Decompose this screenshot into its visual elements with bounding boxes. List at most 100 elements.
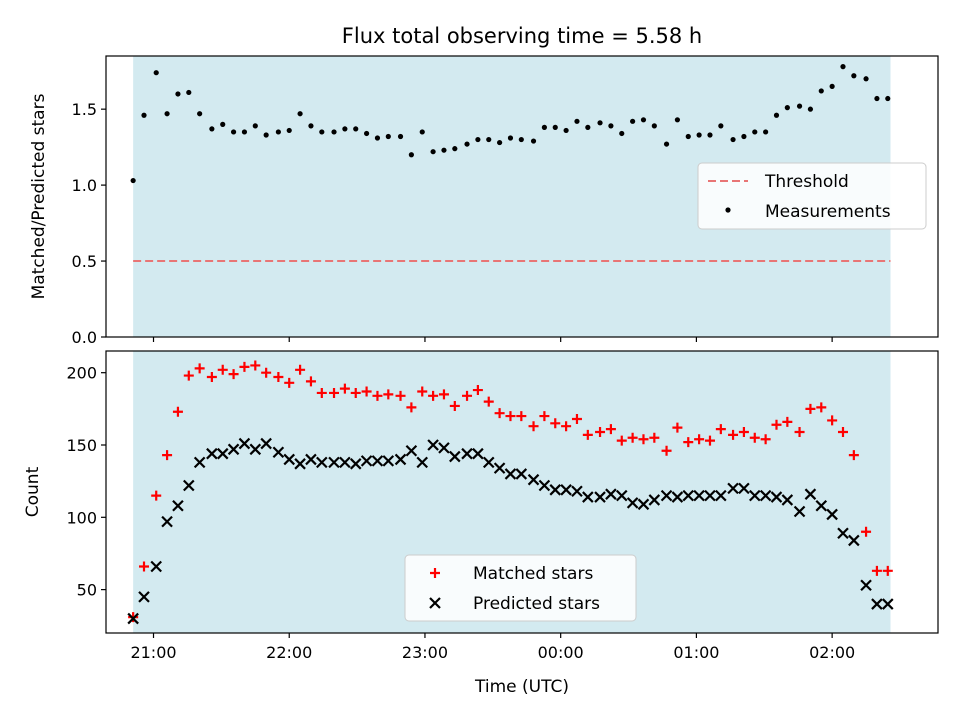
measurements-point	[486, 136, 492, 143]
measurements-point	[829, 83, 835, 89]
chart-title: Flux total observing time = 5.58 h	[342, 24, 702, 48]
measurements-point	[175, 91, 181, 97]
measurements-point	[186, 89, 192, 96]
matched-stars-point	[728, 429, 739, 440]
matched-stars-point	[771, 419, 782, 430]
predicted-stars-point	[349, 458, 362, 470]
predicted-stars-point	[472, 447, 484, 460]
matched-stars-point	[284, 377, 295, 388]
measurements-point	[807, 106, 814, 112]
matched-stars-point	[704, 435, 715, 446]
measurements-point	[464, 141, 470, 147]
predicted-stars-point	[538, 479, 551, 492]
matched-stars-point	[871, 565, 882, 576]
matched-stars-point	[539, 411, 550, 422]
matched-stars-point	[316, 387, 327, 398]
predicted-stars-point	[738, 482, 750, 495]
predicted-stars-point	[527, 473, 540, 486]
predicted-stars-point	[781, 494, 794, 506]
measurements-point	[441, 147, 447, 153]
predicted-stars-point	[660, 489, 673, 502]
measurements-point	[475, 136, 481, 143]
predicted-stars-point	[727, 482, 739, 495]
matched-stars-point	[494, 408, 505, 419]
matched-stars-point	[428, 390, 439, 401]
legend-measurements-label: Measurements	[765, 202, 891, 222]
measurements-point	[630, 118, 636, 124]
predicted-stars-point	[339, 456, 351, 469]
predicted-stars-point	[571, 485, 583, 498]
bottom-y-axis-label: Count	[23, 466, 43, 517]
predicted-stars-point	[316, 456, 328, 469]
legend-matched-swatch	[430, 568, 440, 578]
predicted-stars-point	[804, 488, 817, 500]
predicted-stars-point	[504, 468, 517, 480]
measurements-point	[608, 123, 614, 129]
matched-stars-point	[861, 526, 872, 537]
matched-stars-point	[183, 370, 194, 381]
matched-stars-point	[417, 386, 428, 397]
matched-stars-point	[206, 372, 217, 383]
measurements-point	[651, 123, 657, 129]
predicted-stars-point	[260, 437, 272, 450]
predicted-stars-point	[871, 598, 883, 610]
matched-stars-point	[172, 406, 183, 417]
matched-stars-point	[837, 426, 848, 437]
matched-stars-point	[329, 387, 340, 398]
matched-stars-point	[162, 450, 173, 461]
measurements-point	[773, 112, 780, 118]
matched-stars-point	[151, 490, 162, 501]
matched-stars-point	[361, 386, 372, 397]
predicted-stars-point	[371, 455, 384, 467]
measurements-point	[419, 129, 425, 135]
matched-stars-point	[571, 413, 582, 424]
matched-stars-point	[528, 421, 539, 432]
matched-stars-point	[194, 363, 205, 374]
matched-stars-point	[483, 396, 494, 407]
measurements-point	[153, 70, 159, 76]
predicted-stars-point	[594, 491, 606, 503]
measurements-point	[585, 124, 591, 130]
bottom-y-tick-label: 150	[66, 436, 97, 455]
matched-stars-point	[472, 385, 483, 396]
matched-stars-point	[372, 390, 383, 401]
measurements-point	[220, 121, 226, 127]
measurements-point	[874, 95, 880, 102]
predicted-stars-point	[394, 453, 407, 466]
measurements-point	[685, 133, 691, 140]
matched-stars-point	[550, 418, 561, 429]
predicted-stars-point	[682, 489, 695, 502]
matched-stars-point	[395, 390, 406, 401]
measurements-point	[518, 136, 524, 143]
predicted-stars-point	[161, 515, 173, 528]
top-y-tick-label: 0.5	[72, 252, 97, 271]
ratio-panel: 0.0 0.5 1.0 1.5 Matched/Predicted stars Thres…	[29, 55, 939, 347]
predicted-stars-point	[238, 437, 251, 450]
matched-stars-point	[749, 432, 760, 443]
matched-stars-point	[582, 429, 593, 440]
predicted-stars-point	[759, 489, 772, 502]
measurements-point	[197, 111, 203, 117]
predicted-stars-point	[227, 443, 240, 456]
measurements-point	[130, 177, 136, 184]
predicted-stars-point	[150, 560, 162, 573]
measurements-point	[374, 135, 381, 141]
predicted-stars-point	[549, 484, 562, 496]
x-tick-label: 21:00	[130, 643, 176, 662]
top-y-tick-label: 1.0	[72, 176, 97, 195]
predicted-stars-point	[693, 489, 705, 502]
legend-top: Threshold Measurements	[697, 162, 927, 230]
measurements-point	[619, 130, 625, 137]
predicted-stars-point	[183, 479, 195, 492]
predicted-stars-point	[427, 439, 439, 451]
predicted-stars-point	[294, 458, 306, 470]
predicted-stars-point	[715, 489, 727, 502]
x-tick-label: 01:00	[673, 643, 719, 662]
matched-stars-point	[605, 424, 616, 435]
matched-stars-point	[350, 387, 361, 398]
measurements-point	[885, 95, 891, 102]
measurements-point	[164, 111, 170, 117]
predicted-stars-point	[172, 499, 184, 512]
top-y-axis-label: Matched/Predicted stars	[29, 93, 49, 299]
